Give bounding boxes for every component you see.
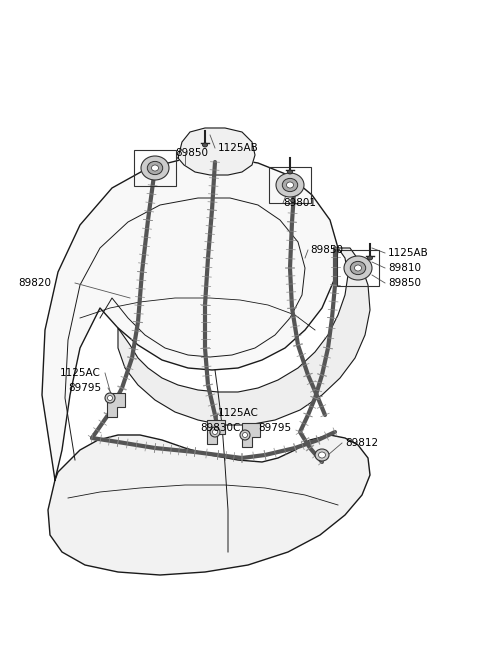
- Ellipse shape: [282, 178, 298, 192]
- Text: 89850: 89850: [388, 278, 421, 288]
- Text: 89801: 89801: [283, 198, 316, 208]
- Text: 89850: 89850: [175, 148, 208, 158]
- Text: 89795: 89795: [68, 383, 101, 393]
- Ellipse shape: [355, 265, 361, 271]
- Ellipse shape: [350, 261, 366, 275]
- Text: 1125AB: 1125AB: [218, 143, 259, 153]
- Ellipse shape: [152, 165, 158, 171]
- Ellipse shape: [213, 430, 217, 434]
- Text: 1125AB: 1125AB: [388, 248, 429, 258]
- Bar: [269, 167, 311, 203]
- Text: 89850: 89850: [310, 245, 343, 255]
- Ellipse shape: [276, 173, 304, 197]
- Ellipse shape: [315, 449, 329, 461]
- Ellipse shape: [344, 256, 372, 280]
- Text: 89820: 89820: [18, 278, 51, 288]
- Polygon shape: [118, 248, 370, 425]
- Ellipse shape: [287, 182, 293, 188]
- Ellipse shape: [108, 396, 112, 401]
- Ellipse shape: [203, 143, 207, 147]
- Ellipse shape: [210, 427, 220, 437]
- Bar: [337, 250, 379, 286]
- Bar: [134, 150, 176, 186]
- Text: 1125AC: 1125AC: [218, 408, 259, 418]
- Text: 89812: 89812: [345, 438, 378, 448]
- Ellipse shape: [105, 393, 115, 403]
- Polygon shape: [107, 393, 125, 417]
- Ellipse shape: [141, 156, 169, 180]
- Ellipse shape: [319, 452, 325, 458]
- Polygon shape: [207, 420, 225, 444]
- Polygon shape: [48, 435, 370, 575]
- Ellipse shape: [368, 256, 372, 260]
- Ellipse shape: [240, 430, 250, 440]
- Text: 1125AC: 1125AC: [60, 368, 101, 378]
- Polygon shape: [242, 423, 260, 447]
- Text: 89810: 89810: [388, 263, 421, 273]
- Polygon shape: [178, 128, 255, 175]
- Ellipse shape: [242, 432, 248, 438]
- Polygon shape: [42, 158, 338, 480]
- Text: 89795: 89795: [258, 423, 291, 433]
- Ellipse shape: [147, 161, 163, 174]
- Ellipse shape: [288, 170, 292, 174]
- Text: 89830C: 89830C: [200, 423, 240, 433]
